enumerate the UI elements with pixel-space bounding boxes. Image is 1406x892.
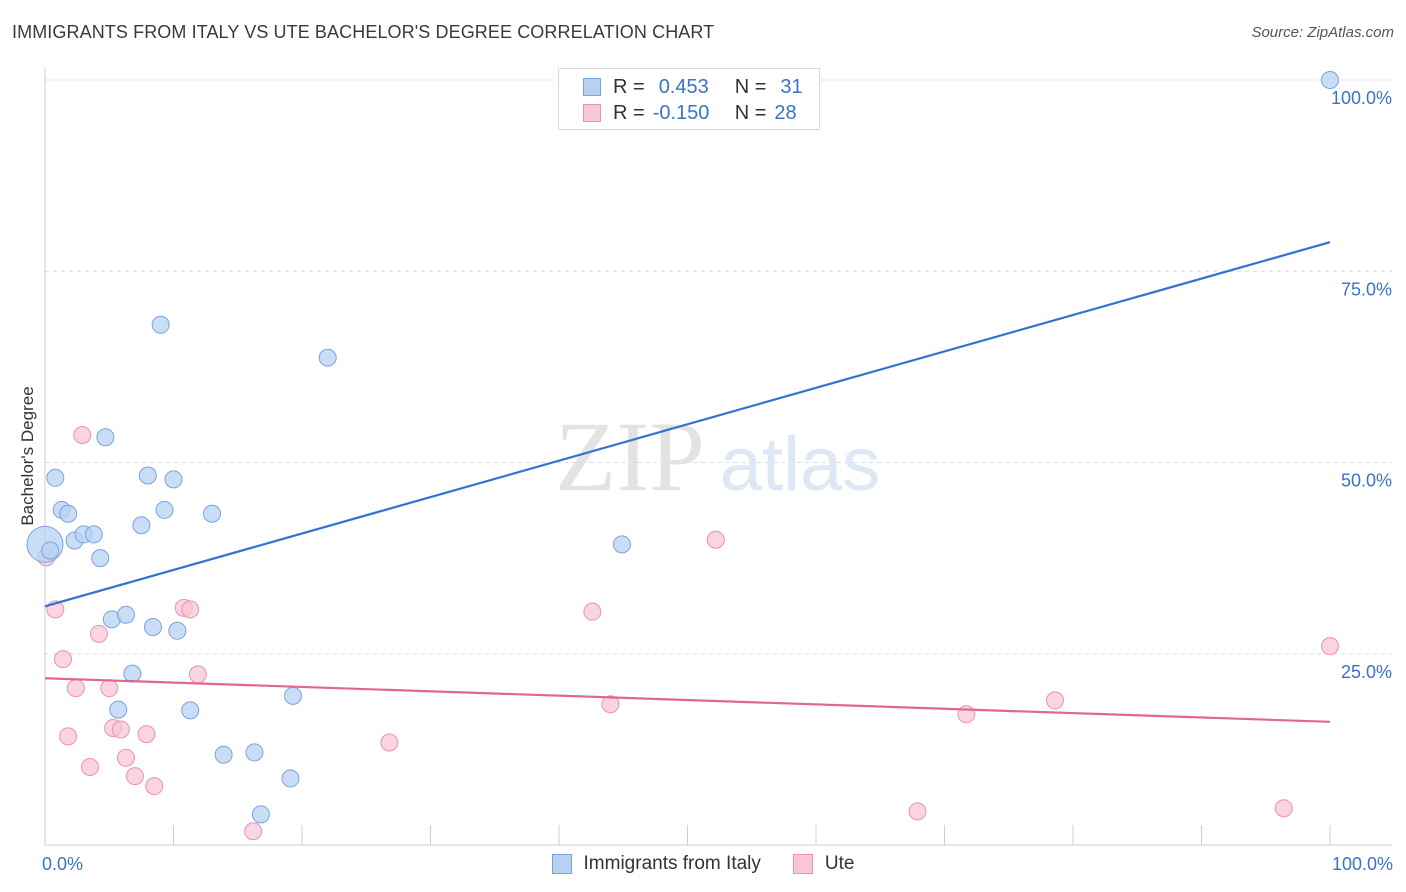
n-label: N =	[734, 101, 767, 124]
legend-label-ute: Ute	[824, 853, 855, 874]
chart-title: IMMIGRANTS FROM ITALY VS UTE BACHELOR'S …	[12, 22, 715, 42]
y-tick-label: 50.0%	[1341, 471, 1392, 491]
italy-point	[284, 686, 303, 705]
italy-legend-swatch	[551, 854, 572, 874]
stats-row-italy: R = 0.453 N = 31	[583, 75, 803, 99]
italy-point	[168, 621, 187, 640]
italy-trend-line	[44, 241, 1331, 608]
ute-point	[80, 757, 99, 776]
ute-point	[181, 600, 200, 619]
ute-point	[59, 727, 78, 746]
ute-point	[706, 530, 725, 549]
r-value: 0.453	[658, 75, 709, 98]
italy-point	[46, 468, 65, 487]
ute-point	[908, 802, 927, 821]
italy-point	[245, 743, 264, 762]
gridlines	[45, 79, 1392, 655]
ute-swatch	[583, 104, 601, 122]
ute-point	[125, 767, 144, 786]
italy-point	[214, 745, 233, 764]
italy-point	[41, 541, 60, 560]
italy-point	[1321, 71, 1339, 89]
watermark-atlas: atlas	[720, 422, 881, 507]
ute-point	[53, 650, 72, 669]
italy-swatch	[583, 78, 601, 96]
y-tick-label: 25.0%	[1341, 662, 1392, 682]
ute-point	[137, 725, 156, 744]
italy-point	[151, 315, 170, 334]
ute-points	[37, 425, 1339, 841]
r-label: R =	[613, 101, 645, 124]
stats-row-ute: R = -0.150 N = 28	[583, 101, 797, 125]
ute-point	[100, 679, 119, 698]
italy-point	[132, 516, 151, 535]
ute-point	[116, 748, 135, 767]
ute-point	[380, 733, 399, 752]
ute-point	[73, 425, 92, 444]
italy-point	[143, 617, 162, 636]
r-label: R =	[613, 75, 645, 98]
italy-point	[181, 701, 200, 720]
italy-point	[612, 535, 631, 554]
italy-point	[91, 549, 110, 568]
italy-point	[96, 428, 115, 447]
r-value: -0.150	[652, 101, 710, 124]
ute-point	[66, 679, 85, 698]
italy-point	[123, 664, 142, 683]
tick-labels: 25.0% 50.0% 75.0% 100.0% 0.0% 100.0%	[42, 88, 1393, 874]
legend: Immigrants from Italy Ute	[0, 852, 1406, 876]
ute-point	[111, 720, 130, 739]
ute-point	[89, 624, 108, 643]
ute-legend-swatch	[792, 854, 813, 874]
ute-point	[1274, 799, 1293, 818]
italy-point	[59, 504, 78, 523]
legend-item-italy[interactable]: Immigrants from Italy	[551, 853, 761, 875]
x-tick-label: 0.0%	[42, 854, 83, 874]
italy-point	[84, 525, 103, 544]
italy-point	[138, 466, 157, 485]
x-tick-label: 100.0%	[1332, 854, 1393, 874]
italy-point	[116, 605, 135, 624]
italy-point	[109, 700, 128, 719]
y-tick-label: 100.0%	[1331, 88, 1392, 108]
n-value: 28	[774, 101, 797, 124]
italy-point	[281, 769, 300, 788]
ute-point	[244, 822, 263, 841]
ute-point	[601, 695, 620, 714]
italy-point	[164, 470, 183, 489]
italy-point	[203, 504, 222, 523]
n-label: N =	[734, 75, 767, 98]
italy-point	[318, 348, 337, 367]
legend-label-italy: Immigrants from Italy	[583, 853, 761, 874]
y-tick-label: 75.0%	[1341, 279, 1392, 299]
legend-item-ute[interactable]: Ute	[792, 853, 855, 875]
ute-trend-line	[44, 677, 1331, 723]
watermark-zip: ZIP	[555, 401, 705, 512]
n-value: 31	[780, 75, 803, 98]
ute-point	[1046, 691, 1065, 710]
axes	[44, 68, 1392, 846]
ute-point	[583, 602, 602, 621]
source-credit: Source: ZipAtlas.com	[1251, 24, 1394, 41]
ute-point	[1321, 637, 1339, 656]
trend-lines	[44, 241, 1331, 723]
stats-box: R = 0.453 N = 31 R = -0.150 N = 28	[558, 68, 820, 130]
ute-point	[188, 665, 207, 684]
ute-point	[145, 777, 164, 796]
italy-point	[251, 805, 270, 824]
italy-point	[155, 500, 174, 519]
